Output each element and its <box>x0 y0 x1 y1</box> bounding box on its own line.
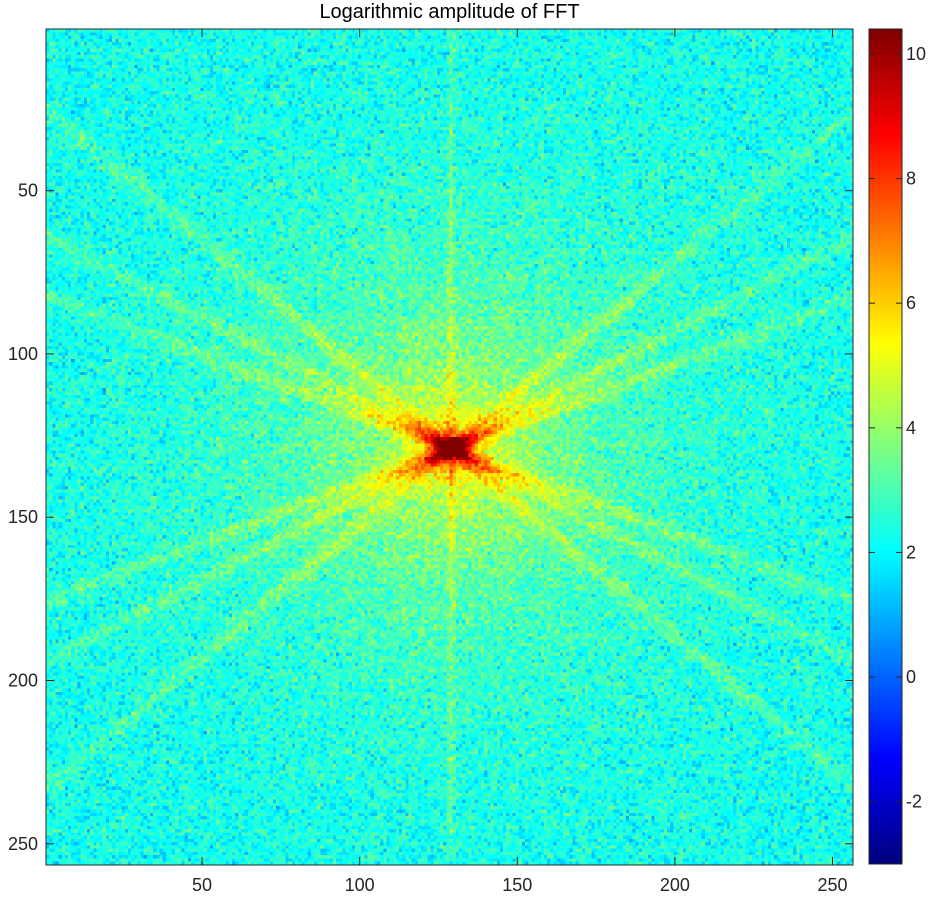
x-tick-label: 200 <box>660 875 690 895</box>
y-tick-label: 100 <box>8 344 38 364</box>
y-axis: 50 100 150 200 250 <box>8 181 853 854</box>
colorbar-image <box>869 29 902 864</box>
plot-frame <box>45 28 854 866</box>
colorbar-tick-label: 8 <box>906 169 916 189</box>
colorbar-tick-label: 10 <box>906 44 926 64</box>
colorbar-frame <box>868 28 903 865</box>
x-axis: 50 100 150 200 250 <box>192 29 848 895</box>
heatmap <box>45 28 854 866</box>
colorbar-tick-label: 0 <box>906 667 916 687</box>
y-tick-label: 50 <box>18 181 38 201</box>
y-tick-label: 150 <box>8 507 38 527</box>
colorbar: -2 0 2 4 6 8 10 <box>868 28 926 865</box>
colorbar-tick-label: 2 <box>906 542 916 562</box>
x-tick-label: 100 <box>345 875 375 895</box>
x-tick-label: 50 <box>192 875 212 895</box>
x-tick-label: 250 <box>817 875 847 895</box>
colorbar-tick-label: 6 <box>906 293 916 313</box>
colorbar-tick-label: -2 <box>906 792 922 812</box>
heatmap-image <box>46 29 853 865</box>
chart-title: Logarithmic amplitude of FFT <box>319 1 579 23</box>
x-tick-label: 150 <box>502 875 532 895</box>
colorbar-tick-label: 4 <box>906 418 916 438</box>
y-tick-label: 200 <box>8 670 38 690</box>
y-tick-label: 250 <box>8 834 38 854</box>
